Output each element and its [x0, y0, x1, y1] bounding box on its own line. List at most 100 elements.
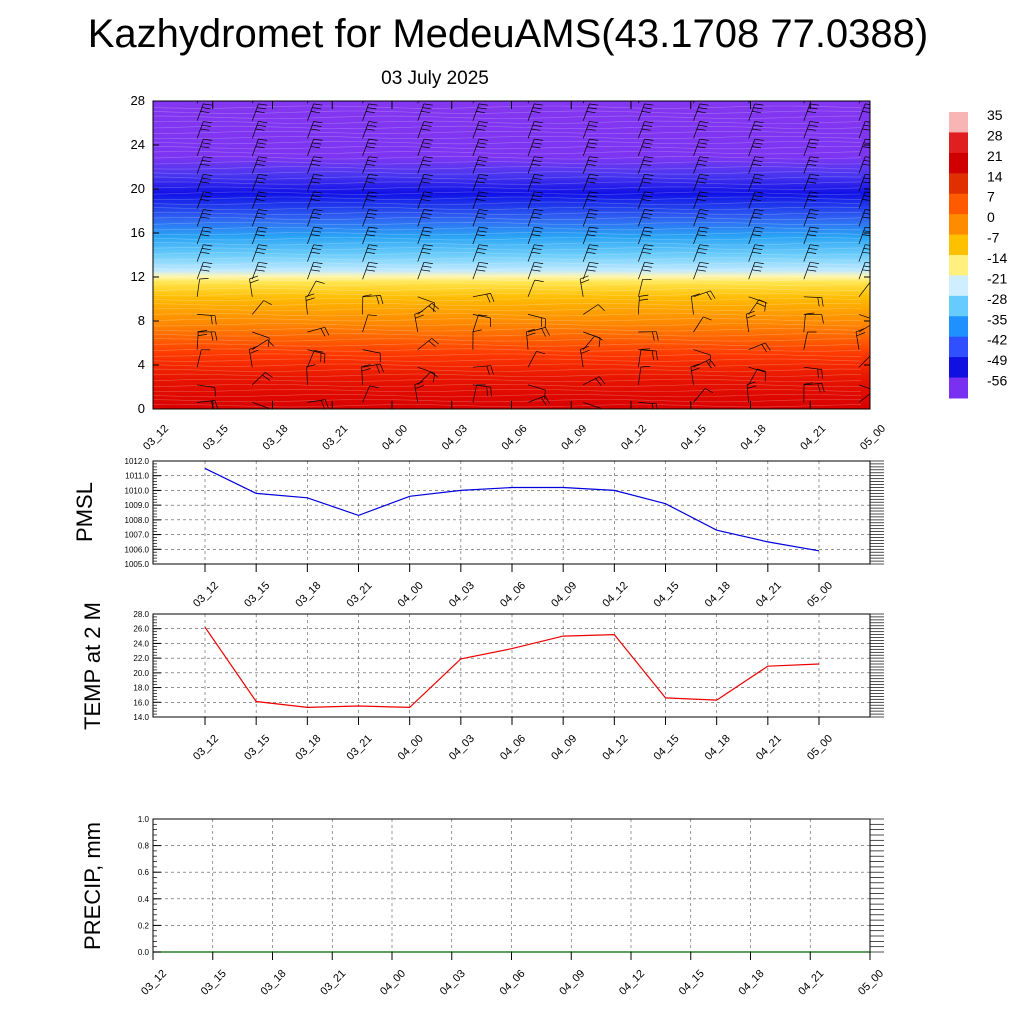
wind-barb [362, 261, 378, 280]
wind-barb [196, 209, 213, 227]
isotherm-line [153, 110, 862, 114]
wind-barb [196, 121, 213, 139]
heatmap-x-tick-label: 04_15 [679, 423, 709, 453]
wind-barb [527, 395, 550, 406]
wind-barb [527, 384, 546, 399]
wind-barb [417, 121, 433, 139]
x-tick-label: 03_21 [345, 580, 375, 610]
pmsl-y-axis: 1005.0 1006.0 1007.0 1008.0 1009.0 1010.0 1011… [125, 457, 884, 569]
wind-barb [858, 324, 870, 333]
heatmap-x-tick-label: 04_09 [559, 423, 589, 453]
heatmap-y-tick-label: 28 [131, 93, 145, 108]
isotherm-line [153, 323, 861, 327]
wind-barb [638, 138, 654, 157]
x-tick-label: 03_12 [139, 968, 169, 998]
wind-barb [362, 226, 378, 245]
temperature-field [153, 101, 870, 409]
wind-barb [249, 275, 259, 297]
x-tick-label: 04_18 [737, 968, 767, 998]
isotherm-line [153, 302, 862, 307]
wind-barb [748, 209, 764, 227]
wind-barb [693, 388, 714, 403]
isotherm-line [153, 282, 862, 286]
wind-barb [858, 393, 870, 403]
wind-barb [748, 296, 767, 312]
wind-barb [582, 191, 599, 209]
heatmap-x-tick-label: 03_21 [320, 423, 350, 453]
wind-barb [582, 156, 599, 174]
wind-barb [307, 261, 323, 280]
wind-barb [582, 209, 599, 227]
wind-barb [362, 349, 381, 363]
y-tick-label: 22.0 [133, 654, 149, 663]
x-tick-label: 03_12 [191, 580, 221, 610]
wind-barb [527, 138, 544, 157]
precip-y-label: PRECIP, mm [80, 822, 105, 950]
wind-barb [638, 121, 654, 139]
y-tick-label: 1007.0 [125, 531, 150, 540]
x-tick-label: 03_18 [259, 968, 289, 998]
wind-barb [638, 191, 654, 209]
y-tick-label: 0.6 [138, 868, 150, 877]
wind-barb [638, 173, 654, 192]
heatmap-y-tick-label: 24 [131, 137, 145, 152]
wind-barb [582, 261, 599, 280]
wind-barb [417, 296, 436, 312]
isotherm-line [153, 338, 861, 342]
wind-barb [803, 226, 819, 245]
isotherm-line [153, 161, 862, 165]
wind-barb [527, 173, 544, 192]
wind-barb [748, 261, 764, 280]
wind-barb [472, 244, 489, 262]
x-tick-label: 05_00 [856, 968, 886, 998]
isotherm-line [153, 358, 862, 362]
y-tick-label: 0.8 [138, 842, 150, 851]
x-tick-label: 04_21 [796, 968, 826, 998]
y-tick-label: 1008.0 [125, 516, 150, 525]
x-tick-label: 03_15 [199, 968, 229, 998]
x-tick-label: 03_18 [293, 580, 323, 610]
isotherm-line [153, 384, 862, 388]
wind-barb [638, 103, 654, 121]
wind-barb [693, 316, 712, 333]
isotherm-line [153, 404, 862, 408]
wind-barb [417, 209, 433, 227]
wind-barb [693, 138, 709, 157]
wind-barb [197, 384, 216, 397]
wind-barb [803, 209, 819, 227]
heatmap-x-tick-label: 04_18 [739, 423, 769, 453]
wind-barb [638, 402, 658, 409]
isotherm-line [153, 206, 862, 210]
x-tick-label: 04_12 [617, 968, 647, 998]
y-tick-label: 24.0 [133, 639, 149, 648]
heatmap-y-tick-label: 8 [138, 313, 145, 328]
wind-barb [693, 261, 709, 280]
y-tick-label: 20.0 [133, 669, 149, 678]
isotherm-line [153, 353, 861, 357]
wind-barb [803, 173, 819, 192]
wind-barb [251, 261, 268, 280]
y-tick-label: 28.0 [133, 610, 149, 619]
wind-barb [803, 383, 825, 393]
wind-barb [693, 209, 709, 227]
isotherm-line [153, 201, 862, 205]
wind-barb [527, 327, 550, 337]
wind-barb [858, 282, 870, 298]
wind-barb [638, 294, 649, 315]
colorbar-label: -35 [987, 311, 1007, 327]
wind-barb [527, 244, 544, 262]
wind-barb [306, 364, 316, 385]
wind-barb [417, 366, 436, 383]
x-tick-label: 04_15 [677, 968, 707, 998]
wind-barb [362, 294, 372, 315]
wind-barb [638, 244, 654, 262]
wind-barb [582, 103, 599, 121]
y-tick-label: 14.0 [133, 713, 149, 722]
heatmap-x-tick-label: 04_00 [380, 423, 410, 453]
wind-barb [362, 191, 378, 209]
temp2m-x-axis: 03_12 03_15 03_18 03_21 04_00 04_03 04_06 04_09… [191, 717, 835, 763]
wind-barb [693, 121, 709, 139]
wind-barb [693, 173, 709, 192]
x-tick-label: 04_09 [549, 580, 579, 610]
wind-barb [307, 138, 323, 157]
